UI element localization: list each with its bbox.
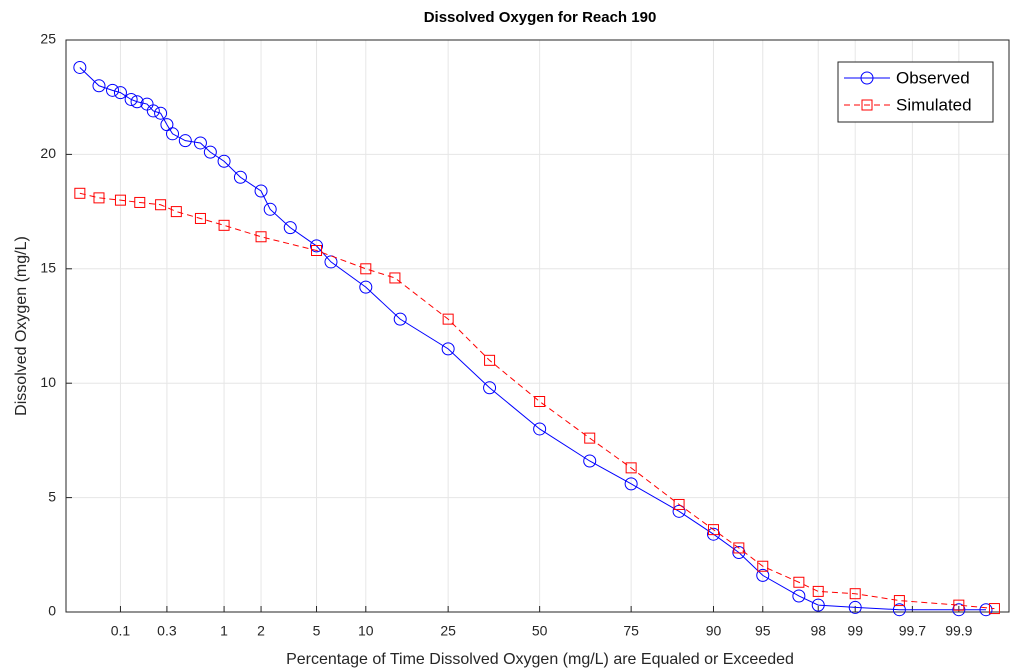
data-point: [952, 603, 966, 617]
data-point: [953, 599, 965, 611]
data-point: [534, 396, 546, 408]
data-point: [93, 192, 105, 204]
y-axis-label: Dissolved Oxygen (mg/L): [13, 236, 30, 416]
y-tick-label: 20: [40, 145, 56, 161]
data-point: [893, 595, 905, 607]
data-point: [92, 79, 106, 93]
legend: Observed Simulated: [837, 61, 994, 123]
data-point: [113, 86, 127, 100]
x-tick-label: 75: [623, 623, 639, 639]
data-point: [124, 92, 138, 106]
y-tick-label: 0: [48, 603, 56, 619]
data-point: [707, 524, 719, 536]
data-point: [203, 145, 217, 159]
x-tick-label: 5: [313, 623, 321, 639]
chart-title: Dissolved Oxygen for Reach 190: [424, 9, 657, 26]
data-point: [106, 83, 120, 97]
data-point: [848, 600, 862, 614]
legend-marker: [860, 71, 874, 85]
data-point: [178, 134, 192, 148]
data-point: [441, 342, 455, 356]
data-point: [757, 560, 769, 572]
data-point: [324, 255, 338, 269]
data-point: [217, 154, 231, 168]
data-point: [74, 187, 86, 199]
data-point: [625, 462, 637, 474]
data-point: [979, 603, 993, 617]
data-point: [310, 239, 324, 253]
data-point: [849, 588, 861, 600]
data-point: [193, 136, 207, 150]
x-tick-label: 25: [440, 623, 456, 639]
y-tick-label: 15: [40, 260, 56, 276]
data-point: [483, 381, 497, 395]
data-point: [583, 454, 597, 468]
data-point: [624, 477, 638, 491]
data-point: [255, 231, 267, 243]
legend-label: Observed: [896, 68, 970, 87]
data-point: [254, 184, 268, 198]
data-point: [218, 219, 230, 231]
data-point: [283, 221, 297, 235]
data-point: [756, 568, 770, 582]
data-point: [134, 196, 146, 208]
data-point: [73, 60, 87, 74]
x-tick-label: 99: [847, 623, 863, 639]
x-tick-label: 1: [220, 623, 228, 639]
data-point: [988, 603, 1000, 615]
x-tick-label: 95: [755, 623, 771, 639]
data-point: [146, 104, 160, 118]
x-axis-label: Percentage of Time Dissolved Oxygen (mg/…: [286, 651, 794, 668]
legend-marker: [861, 99, 873, 111]
data-point: [166, 127, 180, 141]
plot-frame: [65, 39, 1010, 613]
data-point: [442, 313, 454, 325]
data-point: [673, 498, 685, 510]
x-tick-label: 98: [810, 623, 826, 639]
x-tick-label: 2: [257, 623, 265, 639]
data-point: [484, 354, 496, 366]
x-tick-label: 0.1: [111, 623, 131, 639]
x-tick-label: 10: [358, 623, 374, 639]
data-point: [393, 312, 407, 326]
x-tick-label: 0.3: [157, 623, 177, 639]
x-tick-label: 90: [706, 623, 722, 639]
data-point: [311, 244, 323, 256]
data-point: [130, 95, 144, 109]
legend-label: Simulated: [896, 95, 972, 114]
x-tick-label: 99.7: [899, 623, 926, 639]
x-tick-label: 50: [532, 623, 548, 639]
data-point: [194, 212, 206, 224]
data-point: [733, 542, 745, 554]
y-tick-label: 5: [48, 488, 56, 504]
data-point: [792, 589, 806, 603]
data-point: [811, 598, 825, 612]
data-point: [812, 585, 824, 597]
series-line: [79, 192, 995, 610]
data-point: [170, 206, 182, 218]
data-point: [793, 576, 805, 588]
x-tick-label: 99.9: [945, 623, 972, 639]
data-point: [263, 202, 277, 216]
data-point: [360, 263, 372, 275]
data-point: [114, 194, 126, 206]
data-point: [155, 199, 167, 211]
legend-box: [837, 61, 994, 123]
data-point: [672, 504, 686, 518]
y-tick-label: 10: [40, 374, 56, 390]
data-point: [233, 170, 247, 184]
data-point: [154, 106, 168, 120]
data-point: [389, 272, 401, 284]
data-point: [533, 422, 547, 436]
data-point: [359, 280, 373, 294]
data-point: [584, 432, 596, 444]
data-point: [892, 603, 906, 617]
y-tick-label: 25: [40, 31, 56, 47]
